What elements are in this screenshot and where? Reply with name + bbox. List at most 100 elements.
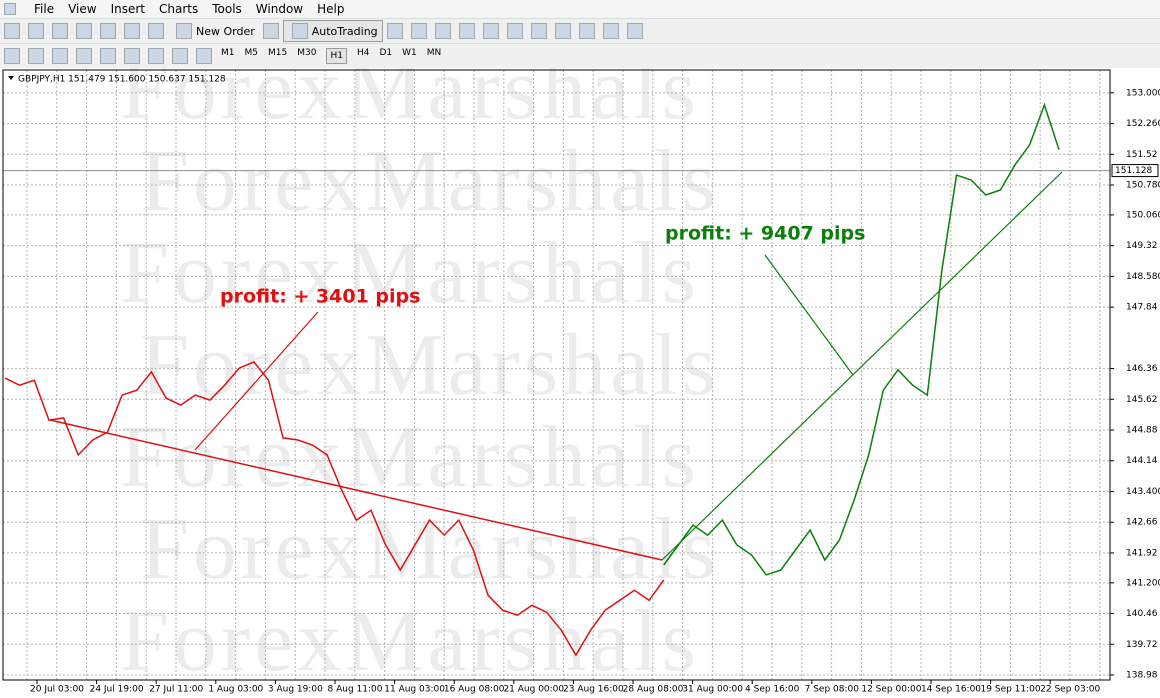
- current-price-box: [1111, 164, 1159, 178]
- tool-icon[interactable]: [172, 48, 188, 64]
- annotation-pointer: [764, 254, 854, 376]
- menu-item[interactable]: View: [68, 2, 97, 16]
- y-tick-label: 150.780: [1126, 181, 1160, 191]
- tool-icon[interactable]: [4, 23, 20, 39]
- tool-icon[interactable]: [52, 23, 68, 39]
- chart-background: [0, 68, 1160, 698]
- y-tick-label: 144.88: [1126, 426, 1158, 436]
- tool-icon[interactable]: [554, 23, 571, 39]
- tool-icon[interactable]: [124, 23, 140, 39]
- chart-title: GBPJPY,H1 151.479 151.600 150.637 151.12…: [18, 75, 226, 85]
- x-tick-label: 1 Aug 03:00: [208, 685, 263, 695]
- x-tick-label: 7 Sep 08:00: [805, 685, 860, 695]
- autotrading-button[interactable]: AutoTrading: [282, 20, 383, 42]
- y-tick-label: 142.66: [1126, 518, 1158, 528]
- x-tick-label: 27 Jul 11:00: [149, 685, 203, 695]
- tool-icon[interactable]: [262, 23, 279, 39]
- toolbar: M1 M5 M15 M30 H1 H4 D1 W1 MN: [0, 43, 1160, 68]
- watermark: ForexMarshals: [140, 501, 720, 598]
- menu-item[interactable]: File: [34, 2, 55, 16]
- x-tick-label: 3 Aug 19:00: [268, 685, 323, 695]
- tool-icon[interactable]: [4, 48, 20, 64]
- y-tick-label: 141.92: [1126, 548, 1158, 558]
- tool-icon[interactable]: [602, 23, 619, 39]
- y-tick-label: 151.52: [1126, 150, 1158, 160]
- tool-icon[interactable]: [76, 23, 92, 39]
- tool-icon[interactable]: [28, 23, 44, 39]
- x-tick-label: 21 Aug 00:00: [503, 685, 564, 695]
- plot-layer: 151.128: [4, 102, 1159, 657]
- tool-icon[interactable]: [124, 48, 140, 64]
- x-tick-label: 20 Jul 03:00: [30, 685, 84, 695]
- menu-item[interactable]: Window: [255, 2, 304, 16]
- y-tick-label: 149.32: [1126, 241, 1158, 251]
- timeframe-button[interactable]: MN: [426, 48, 442, 58]
- tool-icon[interactable]: [100, 23, 116, 39]
- annotation: profit: + 3401 pips: [220, 286, 420, 308]
- tool-icon[interactable]: [434, 23, 451, 39]
- collapse-icon[interactable]: [8, 76, 14, 80]
- tool-icon[interactable]: [506, 23, 523, 39]
- x-tick-label: 31 Aug 00:00: [682, 685, 743, 695]
- tool-icon[interactable]: [626, 23, 643, 39]
- annotation-pointer: [194, 311, 319, 451]
- x-tick-label: 8 Aug 11:00: [328, 685, 383, 695]
- new-order-button[interactable]: New Order: [168, 21, 259, 41]
- tool-icon[interactable]: [52, 48, 68, 64]
- x-tick-label: 24 Jul 19:00: [90, 685, 144, 695]
- x-tick-label: 4 Sep 16:00: [745, 685, 800, 695]
- app-icon: [4, 3, 16, 15]
- tool-icon[interactable]: [148, 23, 164, 39]
- y-tick-label: 140.46: [1126, 609, 1158, 619]
- timeframes: M1 M5 M15 M30 H1 H4 D1 W1 MN: [216, 48, 446, 64]
- timeframe-button[interactable]: M1: [221, 48, 235, 58]
- x-tick-label: 28 Aug 08:00: [623, 685, 684, 695]
- timeframe-button[interactable]: W1: [402, 48, 417, 58]
- y-tick-label: 146.36: [1126, 364, 1158, 374]
- price-line: [663, 102, 1060, 576]
- grid-layer: 153.000 152.260 151.52 150.780 150.060 149.32…: [3, 70, 1160, 695]
- watermark-layer: ForexMarshalsForexMarshalsForexMarshalsF…: [120, 68, 720, 690]
- tool-icon[interactable]: [410, 23, 427, 39]
- toolbar: New Order AutoTrading: [0, 18, 1160, 43]
- menu-item[interactable]: Help: [317, 2, 345, 16]
- watermark: ForexMarshals: [140, 133, 720, 230]
- timeframe-button[interactable]: H4: [356, 48, 370, 58]
- tool-icon[interactable]: [458, 23, 475, 39]
- tool-icon[interactable]: [530, 23, 547, 39]
- tool-icon[interactable]: [28, 48, 44, 64]
- button-label: New Order: [196, 24, 255, 38]
- y-tick-label: 147.84: [1126, 303, 1158, 313]
- timeframe-button[interactable]: D1: [379, 48, 393, 58]
- timeframe-button[interactable]: M5: [244, 48, 259, 58]
- x-tick-label: 16 Aug 08:00: [444, 685, 505, 695]
- tool-icon[interactable]: [100, 48, 116, 64]
- y-tick-label: 152.260: [1126, 119, 1160, 129]
- tool-icon[interactable]: [386, 23, 403, 39]
- trend-line: [661, 171, 1063, 561]
- y-tick-label: 144.14: [1126, 456, 1158, 466]
- menu-item[interactable]: Tools: [212, 2, 242, 16]
- chart-frame: [2, 69, 1111, 681]
- tool-icon[interactable]: [578, 23, 595, 39]
- x-tick-label: 19 Sep 11:00: [981, 685, 1041, 695]
- watermark: ForexMarshals: [120, 225, 700, 322]
- timeframe-button[interactable]: M15: [268, 48, 288, 58]
- menu-item[interactable]: Insert: [110, 2, 145, 16]
- menu-item[interactable]: Charts: [159, 2, 199, 16]
- x-tick-label: 12 Sep 00:00: [861, 685, 921, 695]
- x-tick-label: 22 Sep 03:00: [1040, 685, 1100, 695]
- y-tick-label: 153.000: [1126, 88, 1160, 98]
- tool-icon[interactable]: [76, 48, 92, 64]
- y-tick-label: 138.98: [1126, 671, 1158, 681]
- price-line: [4, 360, 665, 657]
- timeframe-button[interactable]: H1: [326, 48, 347, 64]
- tool-icon[interactable]: [148, 48, 164, 64]
- y-tick-label: 139.72: [1126, 640, 1158, 650]
- tool-icon[interactable]: [482, 23, 499, 39]
- tool-icon[interactable]: [196, 48, 212, 64]
- annotation: profit: + 9407 pips: [665, 223, 865, 245]
- watermark: ForexMarshals: [120, 593, 700, 690]
- timeframe-button[interactable]: M30: [297, 48, 317, 58]
